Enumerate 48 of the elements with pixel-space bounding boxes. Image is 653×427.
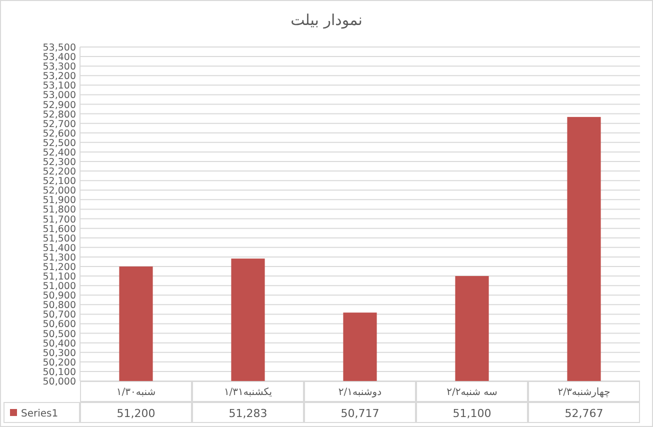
- data-label: 52,767: [564, 407, 604, 420]
- x-tick-label: یکشنبه۱/۳۱: [224, 387, 272, 398]
- y-tick-label: 51,500: [42, 233, 76, 244]
- y-tick-label: 50,300: [42, 348, 76, 359]
- y-tick-label: 53,200: [42, 71, 76, 82]
- y-tick-label: 50,500: [42, 328, 76, 340]
- legend-label: Series1: [21, 408, 58, 420]
- y-tick-label: 53,500: [42, 42, 76, 54]
- x-tick-label: چهارشنبه۲/۳: [558, 387, 610, 398]
- y-tick-label: 53,000: [42, 90, 76, 102]
- y-tick-label: 50,900: [42, 290, 76, 302]
- y-tick-label: 51,100: [42, 272, 76, 283]
- y-tick-label: 53,400: [42, 52, 76, 64]
- y-tick-label: 50,000: [42, 376, 76, 388]
- y-tick-label: 50,700: [42, 310, 76, 321]
- data-label: 51,283: [228, 407, 268, 420]
- y-tick-label: 50,400: [42, 338, 76, 350]
- y-tick-label: 51,200: [42, 262, 76, 273]
- x-tick-label: سه شنبه۲/۲: [446, 387, 498, 398]
- y-tick-label: 51,000: [42, 281, 76, 292]
- data-label: 51,200: [116, 407, 156, 420]
- y-tick-label: 51,800: [42, 204, 76, 216]
- y-tick-label: 52,200: [42, 166, 76, 178]
- y-tick-label: 50,800: [42, 300, 76, 312]
- chart-title: نمودار بیلت: [290, 11, 362, 29]
- y-tick-label: 52,800: [42, 109, 76, 120]
- y-tick-label: 51,600: [42, 224, 76, 235]
- y-tick-label: 50,100: [42, 366, 76, 378]
- y-tick-label: 52,600: [42, 128, 76, 140]
- y-tick-label: 52,900: [42, 100, 76, 111]
- y-tick-label: 51,700: [42, 214, 76, 226]
- y-tick-label: 50,200: [42, 357, 76, 368]
- y-tick-label: 52,100: [42, 176, 76, 188]
- y-tick-label: 52,500: [42, 138, 76, 149]
- y-tick-label: 53,300: [42, 62, 76, 73]
- y-tick-label: 52,300: [42, 157, 76, 168]
- y-tick-label: 51,900: [42, 195, 76, 206]
- y-tick-label: 52,400: [42, 147, 76, 158]
- y-tick-label: 51,400: [42, 242, 76, 254]
- y-tick-label: 52,700: [42, 118, 76, 130]
- y-tick-label: 50,600: [42, 319, 76, 330]
- y-tick-label: 51,300: [42, 252, 76, 264]
- data-label: 51,100: [452, 407, 492, 420]
- data-label: 50,717: [340, 407, 380, 420]
- x-tick-label: دوشنبه۲/۱: [338, 387, 382, 398]
- y-tick-label: 53,100: [42, 80, 76, 92]
- y-tick-label: 52,000: [42, 186, 76, 197]
- x-tick-label: شنبه۱/۳۰: [116, 387, 156, 398]
